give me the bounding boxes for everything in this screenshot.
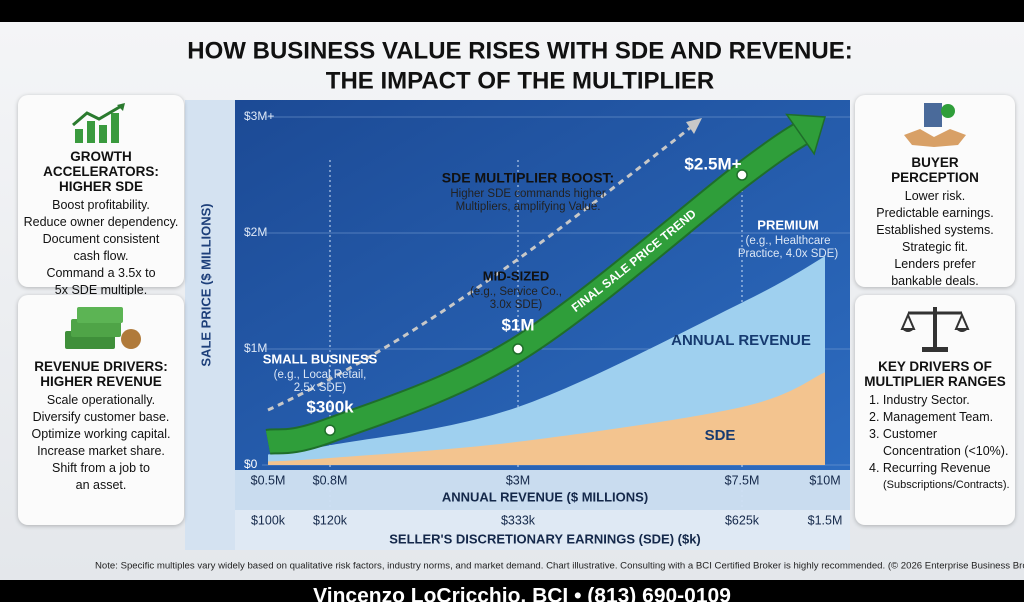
annotation-title: MID-SIZED bbox=[483, 268, 549, 283]
panel-item: Reduce owner dependency. bbox=[23, 215, 179, 229]
title: THE IMPACT OF THE MULTIPLIER bbox=[326, 67, 714, 94]
x2-tick-label: $333k bbox=[501, 513, 536, 527]
x2-tick-label: $625k bbox=[725, 513, 760, 527]
panel-item: 3. Customer bbox=[869, 427, 938, 441]
panel-item: cash flow. bbox=[73, 249, 129, 263]
panel-item: Strategic fit. bbox=[902, 240, 968, 254]
panel-item: Established systems. bbox=[876, 223, 994, 237]
panel-title: BUYER bbox=[911, 155, 959, 170]
panel: KEY DRIVERS OF MULTIPLIER RANGES 1. Indust… bbox=[855, 295, 1015, 525]
annotation-title: PREMIUM bbox=[757, 217, 818, 232]
panel: GROWTH ACCELERATORS: HIGHER SDE Boost profi… bbox=[18, 95, 184, 297]
panel-item: Shift from a job to bbox=[52, 461, 150, 475]
panel-item: an asset. bbox=[75, 478, 127, 492]
panel: REVENUE DRIVERS: HIGHER REVENUE Scale oper… bbox=[18, 295, 184, 525]
x2-axis-title: SELLER'S DISCRETIONARY EARNINGS (SDE) ($… bbox=[389, 531, 701, 546]
x-tick-label: $0.8M bbox=[313, 473, 348, 487]
y-tick-label: $1M bbox=[244, 341, 267, 355]
panel-item: Diversify customer base. bbox=[32, 410, 170, 424]
x2-tick-label: $1.5M bbox=[808, 513, 843, 527]
x-tick-label: $0.5M bbox=[251, 473, 286, 487]
annotation-text: 3.0x SDE) bbox=[490, 299, 543, 311]
value-label: $2.5M+ bbox=[684, 154, 741, 173]
area bbox=[268, 256, 825, 465]
multiplier-arrowhead bbox=[686, 118, 702, 134]
contact: Vincenzo LoCricchio, BCI • (813) 690-010… bbox=[313, 585, 731, 602]
panel-item: 5x SDE multiple. bbox=[54, 283, 148, 297]
panel-title: REVENUE DRIVERS: bbox=[34, 359, 168, 374]
multiplier-arrow bbox=[267, 126, 691, 412]
scales-icon bbox=[900, 307, 970, 352]
x-tick-label: $10M bbox=[809, 473, 840, 487]
panel-title: GROWTH bbox=[70, 149, 132, 164]
trend-point bbox=[324, 424, 336, 436]
panel-item: 2. Management Team. bbox=[869, 410, 994, 424]
panel-title: PERCEPTION bbox=[891, 170, 979, 185]
annotation-title: SDE MULTIPLIER BOOST: bbox=[442, 170, 614, 186]
annotation-text: Higher SDE commands higher bbox=[450, 188, 605, 200]
area bbox=[268, 372, 825, 465]
panel-item: (Subscriptions/Contracts). bbox=[883, 479, 1010, 491]
y-tick-label: $0 bbox=[244, 457, 258, 471]
panel-item: Increase market share. bbox=[37, 444, 165, 458]
annotation-text: (e.g., Service Co., bbox=[470, 286, 562, 298]
trend-arrowhead bbox=[785, 113, 826, 156]
annotation-text: Practice, 4.0x SDE) bbox=[738, 248, 839, 260]
panel-item: Command a 3.5x to bbox=[46, 266, 156, 280]
panel-item: Concentration (<10%). bbox=[883, 444, 1009, 458]
contact-bar bbox=[0, 580, 1024, 602]
panel-title: KEY DRIVERS OF bbox=[878, 359, 992, 374]
panel-item: Boost profitability. bbox=[52, 198, 150, 212]
x-tick-label: $3M bbox=[506, 473, 530, 487]
buyer-icon bbox=[904, 103, 966, 147]
growth-icon bbox=[72, 103, 125, 143]
panel-title: HIGHER REVENUE bbox=[40, 374, 162, 389]
money-icon bbox=[65, 307, 141, 349]
panel-item: Lenders prefer bbox=[894, 257, 976, 271]
annotation-title: SMALL BUSINESS bbox=[263, 351, 378, 366]
annotation-text: (e.g., Local Retail, bbox=[274, 369, 367, 381]
y-tick-label: $2M bbox=[244, 225, 267, 239]
x-tick-label: $7.5M bbox=[725, 473, 760, 487]
y-axis-title: SALE PRICE ($ MILLIONS) bbox=[198, 203, 213, 366]
panel-title: HIGHER SDE bbox=[58, 179, 143, 194]
panel-title: MULTIPLIER RANGES bbox=[864, 374, 1006, 389]
panel-item: Optimize working capital. bbox=[31, 427, 171, 441]
annotation-text: 2.5x SDE) bbox=[294, 382, 347, 394]
x2-tick-label: $100k bbox=[251, 513, 286, 527]
y-tick-label: $3M+ bbox=[244, 109, 274, 123]
panel-item: bankable deals. bbox=[891, 274, 979, 288]
series-label: SDE bbox=[705, 427, 736, 444]
panel-item: Scale operationally. bbox=[46, 393, 156, 407]
annotation-text: (e.g., Healthcare bbox=[745, 235, 830, 247]
panel-item: Predictable earnings. bbox=[876, 206, 994, 220]
value-label: $300k bbox=[306, 397, 354, 416]
panel-item: Document consistent bbox=[42, 232, 160, 246]
panel-item: 1. Industry Sector. bbox=[869, 393, 970, 407]
value-label: $1M bbox=[501, 315, 534, 334]
panel: BUYER PERCEPTION Lower risk. Predictable ea… bbox=[855, 95, 1015, 288]
panel-item: Lower risk. bbox=[904, 189, 966, 203]
y-axis-band bbox=[185, 100, 237, 550]
x2-axis-band bbox=[235, 510, 850, 550]
panel-item: 4. Recurring Revenue bbox=[869, 461, 991, 475]
trend-point bbox=[736, 169, 748, 181]
x2-tick-label: $120k bbox=[313, 513, 348, 527]
x-axis-band bbox=[235, 470, 850, 510]
x-axis-title: ANNUAL REVENUE ($ MILLIONS) bbox=[442, 489, 648, 504]
trend-point bbox=[512, 343, 524, 355]
panel-title: ACCELERATORS: bbox=[43, 164, 159, 179]
title: HOW BUSINESS VALUE RISES WITH SDE AND RE… bbox=[187, 37, 852, 64]
annotation-text: Multipliers, amplifying Value. bbox=[456, 201, 601, 213]
footer-note: Note: Specific multiples vary widely bas… bbox=[95, 561, 1024, 572]
series-label: ANNUAL REVENUE bbox=[671, 332, 811, 349]
